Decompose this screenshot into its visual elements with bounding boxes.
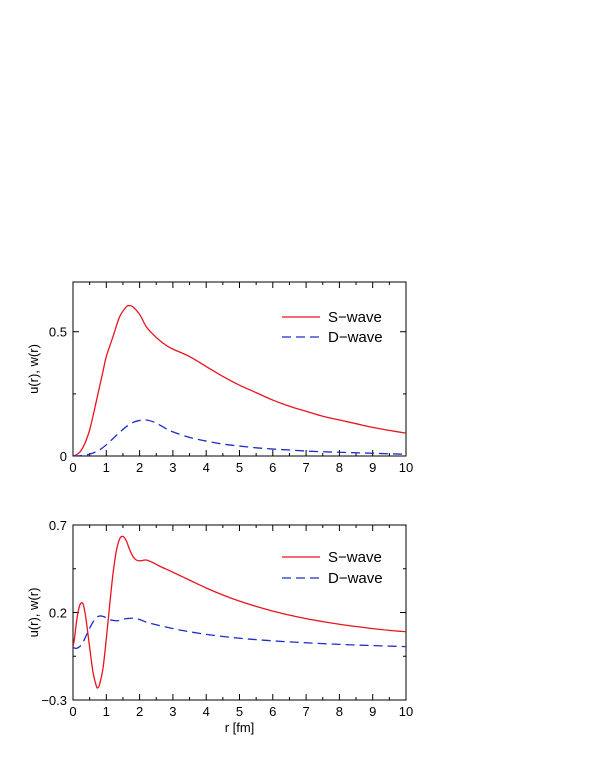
y-tick-label: 0.7 xyxy=(49,518,67,533)
x-tick-label: 10 xyxy=(399,704,413,719)
x-tick-label: 1 xyxy=(103,460,110,475)
x-tick-label: 4 xyxy=(203,460,210,475)
y-tick-label: −0.3 xyxy=(41,693,67,708)
x-tick-label: 7 xyxy=(302,460,309,475)
x-tick-label: 8 xyxy=(336,460,343,475)
legend-label: S−wave xyxy=(328,309,382,326)
y-tick-label: 0.5 xyxy=(49,325,67,340)
x-tick-label: 7 xyxy=(302,704,309,719)
y-axis-title: u(r), w(r) xyxy=(26,344,41,394)
s-wave-line xyxy=(73,535,406,689)
d-wave-line xyxy=(73,419,406,456)
d-wave-line xyxy=(73,615,406,650)
x-tick-label: 3 xyxy=(169,704,176,719)
y-tick-label: 0 xyxy=(60,449,67,464)
y-tick-label: 0.2 xyxy=(49,606,67,621)
x-tick-label: 2 xyxy=(136,704,143,719)
x-tick-label: 9 xyxy=(369,460,376,475)
x-tick-label: 5 xyxy=(236,704,243,719)
x-tick-label: 9 xyxy=(369,704,376,719)
x-tick-label: 1 xyxy=(103,704,110,719)
x-tick-label: 10 xyxy=(399,460,413,475)
x-tick-label: 3 xyxy=(169,460,176,475)
x-tick-label: 4 xyxy=(203,704,210,719)
x-tick-label: 2 xyxy=(136,460,143,475)
x-tick-label: 5 xyxy=(236,460,243,475)
top-panel: 0 1 2 3 4 5 6 7 8 9 10 0 0.5 u(r), w(r) S−wave D−wave xyxy=(26,281,413,475)
x-tick-label: 0 xyxy=(69,460,76,475)
y-axis-title: u(r), w(r) xyxy=(26,588,41,638)
x-tick-label: 6 xyxy=(269,460,276,475)
s-wave-line xyxy=(73,304,406,456)
x-tick-label: 8 xyxy=(336,704,343,719)
legend-label: D−wave xyxy=(328,329,383,346)
x-tick-label: 6 xyxy=(269,704,276,719)
bottom-panel: 0 1 2 3 4 5 6 7 8 9 10 −0.3 0.2 0.7 u(r), w(r) r [fm] S−… xyxy=(26,518,413,735)
legend-label: S−wave xyxy=(328,549,382,566)
legend-label: D−wave xyxy=(328,570,383,587)
x-tick-label: 0 xyxy=(69,704,76,719)
x-axis-title: r [fm] xyxy=(225,720,255,735)
